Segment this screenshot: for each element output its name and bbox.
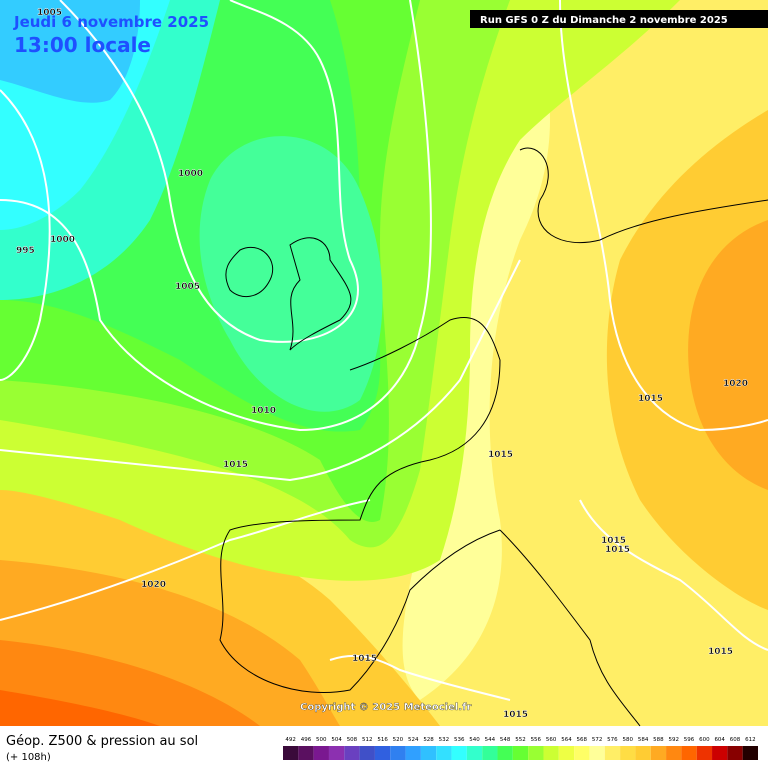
isobars (0, 0, 768, 701)
colorbar-label: 580 (623, 737, 634, 743)
colorbar-swatch (497, 746, 513, 760)
date: Jeudi 6 novembre 2025 (13, 13, 209, 31)
colorbar-label: 544 (485, 737, 496, 743)
isobar-label: 1000 (178, 169, 203, 179)
colorbar-label: 532 (439, 737, 450, 743)
colorbar-label: 592 (668, 737, 679, 743)
isobar-label: 1000 (50, 235, 75, 245)
colorbar-label: 512 (362, 737, 373, 743)
colorbar-label: 604 (714, 737, 725, 743)
isobar-label: 1020 (141, 580, 166, 590)
isobar-label: 995 (16, 246, 35, 256)
coastlines (219, 147, 768, 727)
colorbar-swatch (451, 746, 467, 760)
copyright: Copyright © 2025 Meteociel.fr (300, 702, 471, 713)
colorbar-label: 508 (347, 737, 358, 743)
colorbar-label: 564 (561, 737, 572, 743)
colorbar-label: 584 (638, 737, 649, 743)
isobar-label: 1010 (251, 406, 276, 416)
isobar-label: 1015 (223, 460, 248, 470)
field (606, 110, 768, 610)
isobar-label: 1015 (638, 394, 663, 404)
colorbar-swatch (359, 746, 375, 760)
colorbar-swatch (589, 746, 605, 760)
colorbar-label: 492 (285, 737, 296, 743)
colorbar-swatch (604, 746, 621, 760)
colorbar-label: 608 (730, 737, 741, 743)
isobar-label: 1015 (488, 450, 513, 460)
colorbar-label: 500 (316, 737, 327, 743)
colorbar-swatch (420, 746, 437, 760)
colorbar-swatch (374, 746, 391, 760)
colorbar-swatch (712, 746, 728, 760)
colorbar-label: 572 (592, 737, 603, 743)
colorbar-swatch (283, 746, 299, 760)
colorbar-swatch (574, 746, 590, 760)
colorbar-label: 552 (515, 737, 526, 743)
colorbar-label: 516 (377, 737, 388, 743)
colorbar-label: 528 (423, 737, 434, 743)
colorbar-label: 600 (699, 737, 710, 743)
isobar-label: 1005 (37, 8, 62, 18)
colorbar-label: 524 (408, 737, 419, 743)
colorbar-swatch (344, 746, 360, 760)
colorbar-swatch (543, 746, 559, 760)
colorbar-label: 520 (393, 737, 404, 743)
colorbar-swatch (635, 746, 651, 760)
run-text: Run GFS 0 Z du Dimanche 2 novembre 2025 (480, 15, 728, 26)
isobar-label: 1005 (175, 282, 200, 292)
isobar-label: 1015 (601, 536, 626, 546)
colorbar-swatch (466, 746, 483, 760)
isobar-label: 1015 (708, 647, 733, 657)
colorbar-swatch (528, 746, 544, 760)
lead-time: (+ 108h) (6, 752, 51, 763)
time: 13:00 locale (14, 33, 151, 57)
colorbar-label: 560 (546, 737, 557, 743)
colorbar-label: 588 (653, 737, 664, 743)
colorbar-label: 612 (745, 737, 756, 743)
colorbar-swatch (558, 746, 575, 760)
colorbar-label: 568 (577, 737, 588, 743)
isobar-label: 1015 (605, 545, 630, 555)
colorbar-swatch (313, 746, 329, 760)
colorbar-label: 548 (500, 737, 511, 743)
colorbar-label: 556 (531, 737, 542, 743)
colorbar-label: 576 (607, 737, 618, 743)
field (199, 136, 383, 412)
colorbar-label: 536 (454, 737, 465, 743)
colorbar-swatch (512, 746, 529, 760)
colorbar-swatch (405, 746, 421, 760)
colorbar-swatch (298, 746, 314, 760)
colorbar-swatch (436, 746, 452, 760)
field (0, 690, 160, 726)
colorbar-swatch (681, 746, 697, 760)
colorbar-label: 504 (331, 737, 342, 743)
colorbar-swatch (696, 746, 713, 760)
colorbar-label: 496 (301, 737, 312, 743)
field (688, 220, 768, 490)
colorbar-swatch (482, 746, 498, 760)
colorbar-swatch (650, 746, 667, 760)
field (0, 0, 140, 103)
colorbar-label: 540 (469, 737, 480, 743)
colorbar-swatch (742, 746, 758, 760)
colorbar-swatch (666, 746, 682, 760)
product-title: Géop. Z500 & pression au sol (6, 734, 198, 749)
colorbar-label: 596 (684, 737, 695, 743)
isobar-label: 1020 (723, 379, 748, 389)
colorbar-swatch (328, 746, 345, 760)
isobar-label: 1015 (503, 710, 528, 720)
isobar-label: 1015 (352, 654, 377, 664)
run-box (470, 10, 768, 28)
colorbar-swatch (620, 746, 636, 760)
colorbar-swatch (390, 746, 406, 760)
colorbar-swatch (727, 746, 743, 760)
